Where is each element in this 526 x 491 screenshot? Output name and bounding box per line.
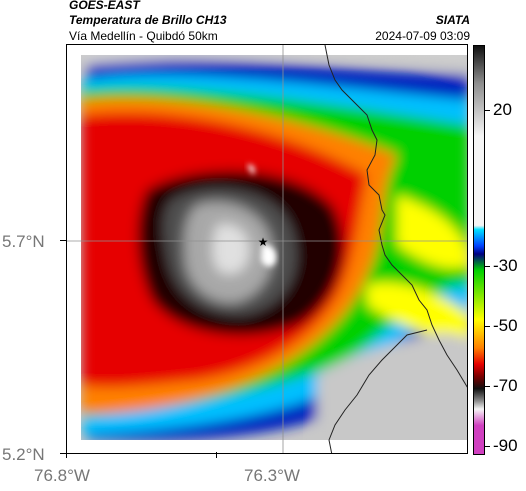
map-plot: ★: [66, 44, 468, 454]
colorbar: [473, 45, 485, 455]
colorbar-label-3: -50: [493, 316, 518, 335]
colorbar-label-1: 20: [493, 100, 512, 119]
x-tick-label-2: 76.3°W: [244, 466, 300, 485]
star-icon: ★: [258, 235, 269, 249]
coastline-boundary: [324, 45, 467, 453]
x-tick-label-1: 76.8°W: [34, 466, 90, 485]
colorbar-label-4: -70: [493, 376, 518, 395]
colorbar-label-5: -90: [493, 436, 518, 455]
region-label: Vía Medellín - Quibdó 50km: [69, 29, 218, 43]
colorbar-label-2: -30: [493, 256, 518, 275]
cloud-field: [81, 55, 467, 440]
organization-label: SIATA: [435, 13, 470, 27]
timestamp-label: 2024-07-09 03:09: [375, 29, 470, 43]
y-tick-label-1: 5.7°N: [2, 232, 45, 251]
product-title: Temperatura de Brillo CH13: [69, 13, 227, 27]
brightness-temperature-map: ★: [67, 45, 467, 453]
gridlines: [67, 45, 467, 453]
y-tick-label-2: 5.2°N: [2, 445, 45, 464]
satellite-name: GOES-EAST: [69, 0, 140, 12]
